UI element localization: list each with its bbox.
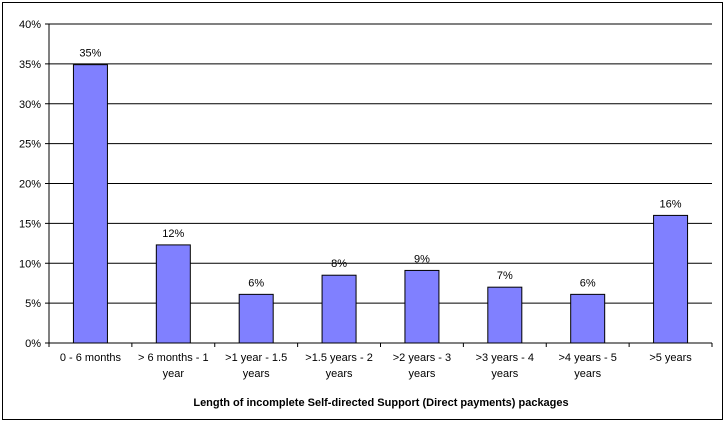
y-tick-label: 5% bbox=[25, 298, 41, 310]
x-tick-label: > 6 months - 1 bbox=[138, 352, 209, 364]
x-tick-labels: 0 - 6 months > 6 months - 1 year >1 year - … bbox=[60, 352, 692, 380]
bar bbox=[72, 64, 108, 344]
data-label: 16% bbox=[660, 198, 682, 210]
x-tick-label: >1.5 years - 2 bbox=[305, 352, 373, 364]
data-label: 9% bbox=[414, 253, 430, 265]
x-tick-label: years bbox=[574, 368, 601, 380]
bar bbox=[155, 244, 191, 344]
bars bbox=[72, 64, 689, 344]
axes bbox=[45, 23, 713, 347]
x-tick-label: year bbox=[163, 368, 185, 380]
x-axis-title: Length of incomplete Self-directed Suppo… bbox=[193, 397, 568, 409]
data-label: 7% bbox=[497, 270, 513, 282]
x-tick-label: >5 years bbox=[649, 352, 692, 364]
y-tick-label: 35% bbox=[19, 59, 41, 71]
data-label: 12% bbox=[162, 228, 184, 240]
y-tick-label: 10% bbox=[19, 258, 41, 270]
data-label: 8% bbox=[331, 258, 347, 270]
y-tick-label: 15% bbox=[19, 218, 41, 230]
y-tick-label: 0% bbox=[25, 338, 41, 350]
x-tick-label: >3 years - 4 bbox=[476, 352, 534, 364]
y-tick-label: 40% bbox=[19, 19, 41, 31]
x-tick-label: 0 - 6 months bbox=[60, 352, 122, 364]
y-tick-label: 25% bbox=[19, 139, 41, 151]
x-tick-label: years bbox=[243, 368, 270, 380]
data-label: 35% bbox=[79, 48, 101, 60]
bar bbox=[570, 293, 606, 344]
x-tick-label: >4 years - 5 bbox=[558, 352, 616, 364]
bar bbox=[238, 293, 274, 344]
x-tick-label: >1 year - 1.5 bbox=[225, 352, 287, 364]
y-tick-labels: 0% 5% 10% 15% 20% 25% 30% 35% 40% bbox=[19, 19, 41, 350]
y-tick-label: 20% bbox=[19, 179, 41, 191]
data-label: 6% bbox=[248, 277, 264, 289]
x-tick-label: years bbox=[408, 368, 435, 380]
x-tick-label: >2 years - 3 bbox=[393, 352, 451, 364]
bar bbox=[321, 274, 357, 344]
y-tick-label: 30% bbox=[19, 99, 41, 111]
bar bbox=[404, 269, 440, 344]
data-labels: 35% 12% 6% 8% 9% 7% 6% 16% bbox=[79, 48, 681, 290]
x-tick-label: years bbox=[326, 368, 353, 380]
data-label: 6% bbox=[580, 277, 596, 289]
gridlines bbox=[49, 23, 712, 304]
x-tick-label: years bbox=[491, 368, 518, 380]
bar bbox=[653, 214, 689, 344]
bar bbox=[487, 286, 523, 344]
